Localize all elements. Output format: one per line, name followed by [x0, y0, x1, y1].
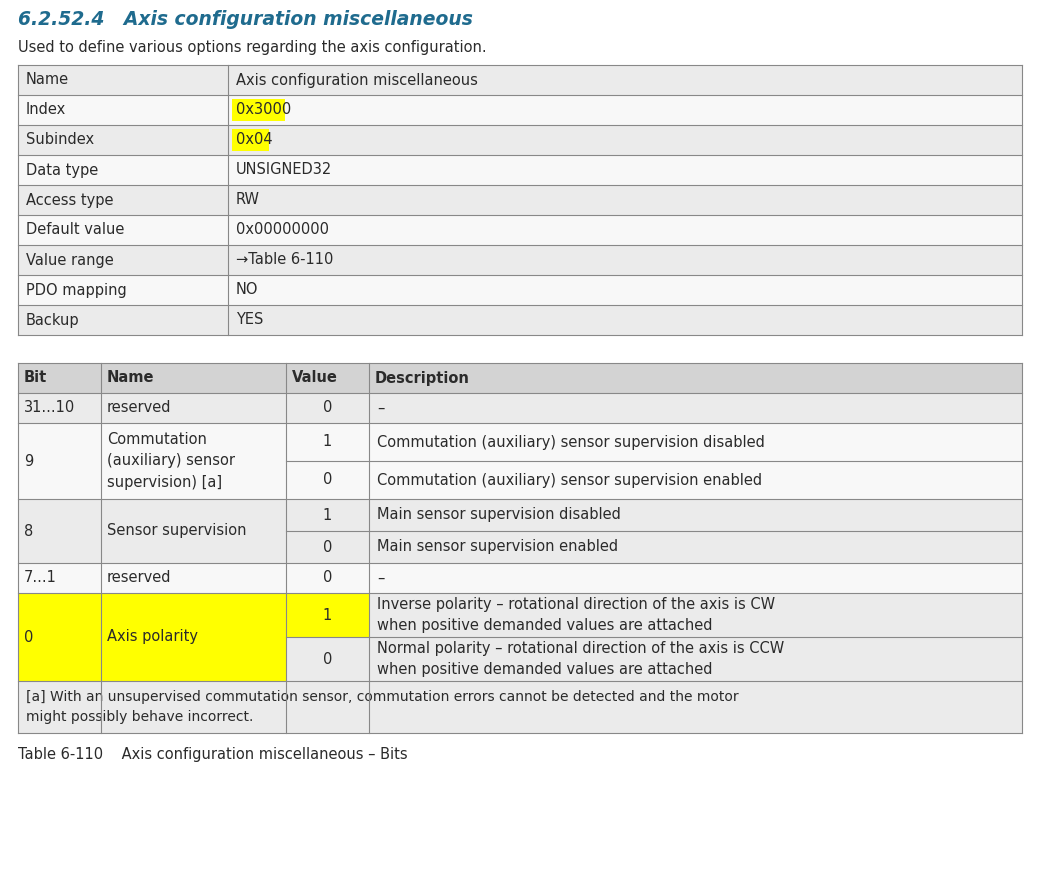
- Bar: [369, 637, 1022, 681]
- Text: 0: 0: [322, 473, 332, 488]
- Text: Name: Name: [26, 72, 69, 87]
- Text: Commutation
(auxiliary) sensor
supervision) [a]: Commutation (auxiliary) sensor supervisi…: [107, 433, 235, 490]
- Text: Normal polarity – rotational direction of the axis is CCW
when positive demanded: Normal polarity – rotational direction o…: [378, 641, 784, 677]
- Text: Index: Index: [26, 102, 67, 117]
- Bar: [286, 363, 369, 393]
- Bar: [286, 461, 369, 499]
- Bar: [369, 393, 1022, 423]
- Bar: [18, 499, 1022, 563]
- Bar: [101, 499, 286, 563]
- Text: Commutation (auxiliary) sensor supervision disabled: Commutation (auxiliary) sensor supervisi…: [378, 434, 764, 449]
- Text: Default value: Default value: [26, 222, 125, 238]
- Bar: [101, 563, 286, 593]
- Text: PDO mapping: PDO mapping: [26, 282, 127, 297]
- Text: Value: Value: [292, 370, 338, 385]
- Bar: [286, 423, 369, 461]
- Bar: [369, 531, 1022, 563]
- Text: 0x04: 0x04: [236, 133, 272, 148]
- Text: Axis configuration miscellaneous: Axis configuration miscellaneous: [236, 72, 477, 87]
- Bar: [369, 563, 1022, 593]
- Text: 1: 1: [322, 434, 332, 449]
- Text: Access type: Access type: [26, 192, 113, 207]
- Text: –: –: [378, 400, 385, 416]
- Text: 0: 0: [322, 539, 332, 554]
- Text: Data type: Data type: [26, 163, 98, 177]
- Text: Bit: Bit: [24, 370, 47, 385]
- Bar: [369, 423, 1022, 461]
- Text: Main sensor supervision enabled: Main sensor supervision enabled: [378, 539, 618, 554]
- Bar: [369, 363, 1022, 393]
- Text: 0: 0: [322, 400, 332, 416]
- Text: NO: NO: [236, 282, 259, 297]
- Text: Used to define various options regarding the axis configuration.: Used to define various options regarding…: [18, 40, 487, 55]
- Text: 0: 0: [24, 629, 33, 644]
- Text: [a] With an unsupervised commutation sensor, commutation errors cannot be detect: [a] With an unsupervised commutation sen…: [26, 690, 738, 724]
- Bar: [18, 563, 1022, 593]
- Bar: [18, 393, 1022, 423]
- Bar: [101, 593, 286, 681]
- Text: Axis polarity: Axis polarity: [107, 629, 198, 644]
- Bar: [369, 461, 1022, 499]
- Bar: [286, 593, 369, 637]
- Bar: [18, 593, 101, 681]
- Text: Main sensor supervision disabled: Main sensor supervision disabled: [378, 507, 621, 522]
- Bar: [369, 499, 1022, 531]
- Bar: [232, 129, 269, 151]
- Bar: [18, 499, 101, 563]
- Text: Name: Name: [107, 370, 155, 385]
- Bar: [18, 275, 1022, 305]
- Bar: [286, 563, 369, 593]
- Bar: [369, 593, 1022, 637]
- Text: 8: 8: [24, 523, 33, 538]
- Text: Value range: Value range: [26, 253, 113, 268]
- Bar: [18, 155, 1022, 185]
- Bar: [286, 499, 369, 531]
- Text: Subindex: Subindex: [26, 133, 95, 148]
- Text: Table 6-110    Axis configuration miscellaneous – Bits: Table 6-110 Axis configuration miscellan…: [18, 747, 408, 762]
- Text: UNSIGNED32: UNSIGNED32: [236, 163, 332, 177]
- Text: 31...10: 31...10: [24, 400, 75, 416]
- Bar: [18, 215, 1022, 245]
- Bar: [18, 681, 1022, 733]
- Text: 0x00000000: 0x00000000: [236, 222, 329, 238]
- Text: 9: 9: [24, 454, 33, 468]
- Bar: [101, 393, 286, 423]
- Text: 0x3000: 0x3000: [236, 102, 291, 117]
- Bar: [18, 563, 101, 593]
- Bar: [18, 245, 1022, 275]
- Bar: [101, 423, 286, 499]
- Bar: [101, 363, 286, 393]
- Text: Sensor supervision: Sensor supervision: [107, 523, 246, 538]
- Text: –: –: [378, 570, 385, 586]
- Text: 1: 1: [322, 507, 332, 522]
- Bar: [18, 185, 1022, 215]
- Text: reserved: reserved: [107, 570, 172, 586]
- Text: Description: Description: [375, 370, 470, 385]
- Bar: [18, 363, 101, 393]
- Bar: [286, 531, 369, 563]
- Bar: [286, 393, 369, 423]
- Text: Backup: Backup: [26, 312, 80, 328]
- Bar: [18, 125, 1022, 155]
- Text: 0: 0: [322, 570, 332, 586]
- Text: reserved: reserved: [107, 400, 172, 416]
- Bar: [18, 423, 1022, 499]
- Bar: [18, 423, 101, 499]
- Bar: [18, 65, 1022, 95]
- Bar: [286, 637, 369, 681]
- Text: Commutation (auxiliary) sensor supervision enabled: Commutation (auxiliary) sensor supervisi…: [378, 473, 762, 488]
- Bar: [18, 393, 101, 423]
- Text: RW: RW: [236, 192, 260, 207]
- Bar: [18, 593, 1022, 681]
- Text: YES: YES: [236, 312, 263, 328]
- Bar: [232, 99, 285, 121]
- Text: →Table 6-110: →Table 6-110: [236, 253, 334, 268]
- Text: 6.2.52.4   Axis configuration miscellaneous: 6.2.52.4 Axis configuration miscellaneou…: [18, 10, 473, 29]
- Text: 0: 0: [322, 651, 332, 667]
- Text: Inverse polarity – rotational direction of the axis is CW
when positive demanded: Inverse polarity – rotational direction …: [378, 597, 775, 633]
- Text: 7...1: 7...1: [24, 570, 57, 586]
- Bar: [18, 95, 1022, 125]
- Text: 1: 1: [322, 608, 332, 622]
- Bar: [18, 305, 1022, 335]
